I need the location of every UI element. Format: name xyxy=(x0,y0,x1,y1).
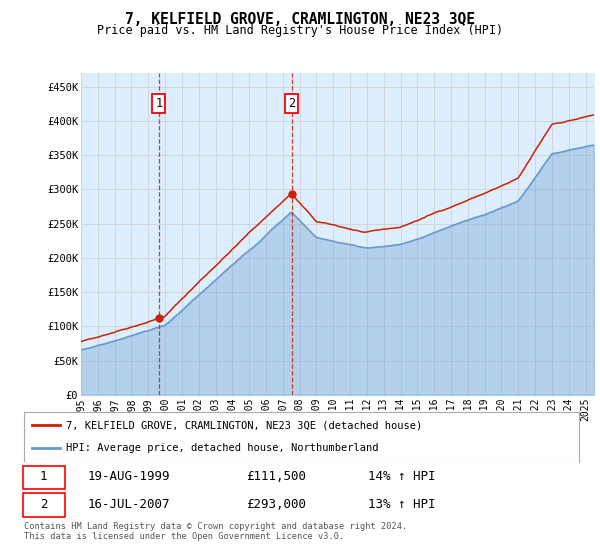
Text: 2: 2 xyxy=(289,97,295,110)
Text: 1: 1 xyxy=(40,470,47,483)
FancyBboxPatch shape xyxy=(23,465,65,489)
Text: 14% ↑ HPI: 14% ↑ HPI xyxy=(368,470,436,483)
Text: 1: 1 xyxy=(155,97,163,110)
FancyBboxPatch shape xyxy=(23,493,65,517)
Text: 19-AUG-1999: 19-AUG-1999 xyxy=(88,470,170,483)
Text: Contains HM Land Registry data © Crown copyright and database right 2024.
This d: Contains HM Land Registry data © Crown c… xyxy=(24,522,407,542)
Text: 7, KELFIELD GROVE, CRAMLINGTON, NE23 3QE: 7, KELFIELD GROVE, CRAMLINGTON, NE23 3QE xyxy=(125,12,475,27)
Text: 13% ↑ HPI: 13% ↑ HPI xyxy=(368,498,436,511)
Text: Price paid vs. HM Land Registry's House Price Index (HPI): Price paid vs. HM Land Registry's House … xyxy=(97,24,503,37)
Text: £111,500: £111,500 xyxy=(246,470,306,483)
Text: HPI: Average price, detached house, Northumberland: HPI: Average price, detached house, Nort… xyxy=(65,444,378,454)
Text: £293,000: £293,000 xyxy=(246,498,306,511)
Text: 7, KELFIELD GROVE, CRAMLINGTON, NE23 3QE (detached house): 7, KELFIELD GROVE, CRAMLINGTON, NE23 3QE… xyxy=(65,420,422,430)
Text: 16-JUL-2007: 16-JUL-2007 xyxy=(88,498,170,511)
Text: 2: 2 xyxy=(40,498,47,511)
